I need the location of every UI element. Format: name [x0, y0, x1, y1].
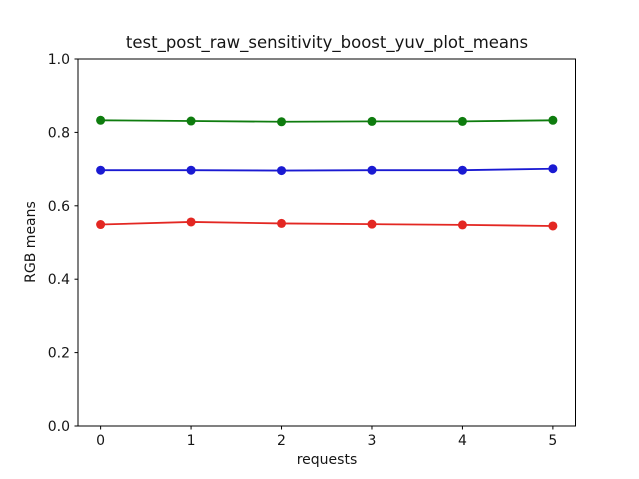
chart-title: test_post_raw_sensitivity_boost_yuv_plot… [125, 33, 529, 52]
x-tick-label: 2 [277, 433, 286, 449]
series-marker-red-channel-mean [96, 220, 106, 230]
series-marker-green-channel-mean [367, 116, 377, 126]
y-tick-label: 0.0 [48, 419, 70, 435]
series-marker-blue-channel-mean [457, 165, 467, 175]
series-marker-red-channel-mean [457, 220, 467, 230]
series-line-red-channel-mean [99, 221, 554, 227]
y-tick-label: 0.8 [48, 125, 70, 141]
series-marker-blue-channel-mean [96, 165, 106, 175]
series-marker-blue-channel-mean [186, 165, 196, 175]
series-marker-green-channel-mean [277, 117, 287, 127]
y-tick-label: 0.2 [48, 346, 70, 362]
x-axis-label: requests [296, 452, 358, 468]
series-line-blue-channel-mean [99, 167, 554, 172]
series-marker-blue-channel-mean [548, 164, 558, 174]
y-tick-label: 1.0 [48, 52, 70, 68]
y-tick-label: 0.4 [48, 272, 70, 288]
series-marker-red-channel-mean [277, 218, 287, 228]
series-marker-red-channel-mean [186, 217, 196, 227]
series-marker-red-channel-mean [548, 221, 558, 231]
x-tick-label: 5 [548, 433, 557, 449]
series-marker-blue-channel-mean [367, 165, 377, 175]
y-tick-label: 0.6 [48, 199, 70, 215]
x-tick-label: 1 [187, 433, 196, 449]
axes-border [77, 58, 576, 427]
series-marker-green-channel-mean [548, 115, 558, 125]
x-tick-label: 3 [368, 433, 377, 449]
x-tick-label: 4 [458, 433, 467, 449]
series-marker-red-channel-mean [367, 219, 377, 229]
series-marker-blue-channel-mean [277, 166, 287, 176]
series-marker-green-channel-mean [457, 116, 467, 126]
series-marker-green-channel-mean [96, 115, 106, 125]
series-line-green-channel-mean [99, 119, 554, 123]
x-tick-label: 0 [96, 433, 105, 449]
series-marker-green-channel-mean [186, 116, 196, 126]
